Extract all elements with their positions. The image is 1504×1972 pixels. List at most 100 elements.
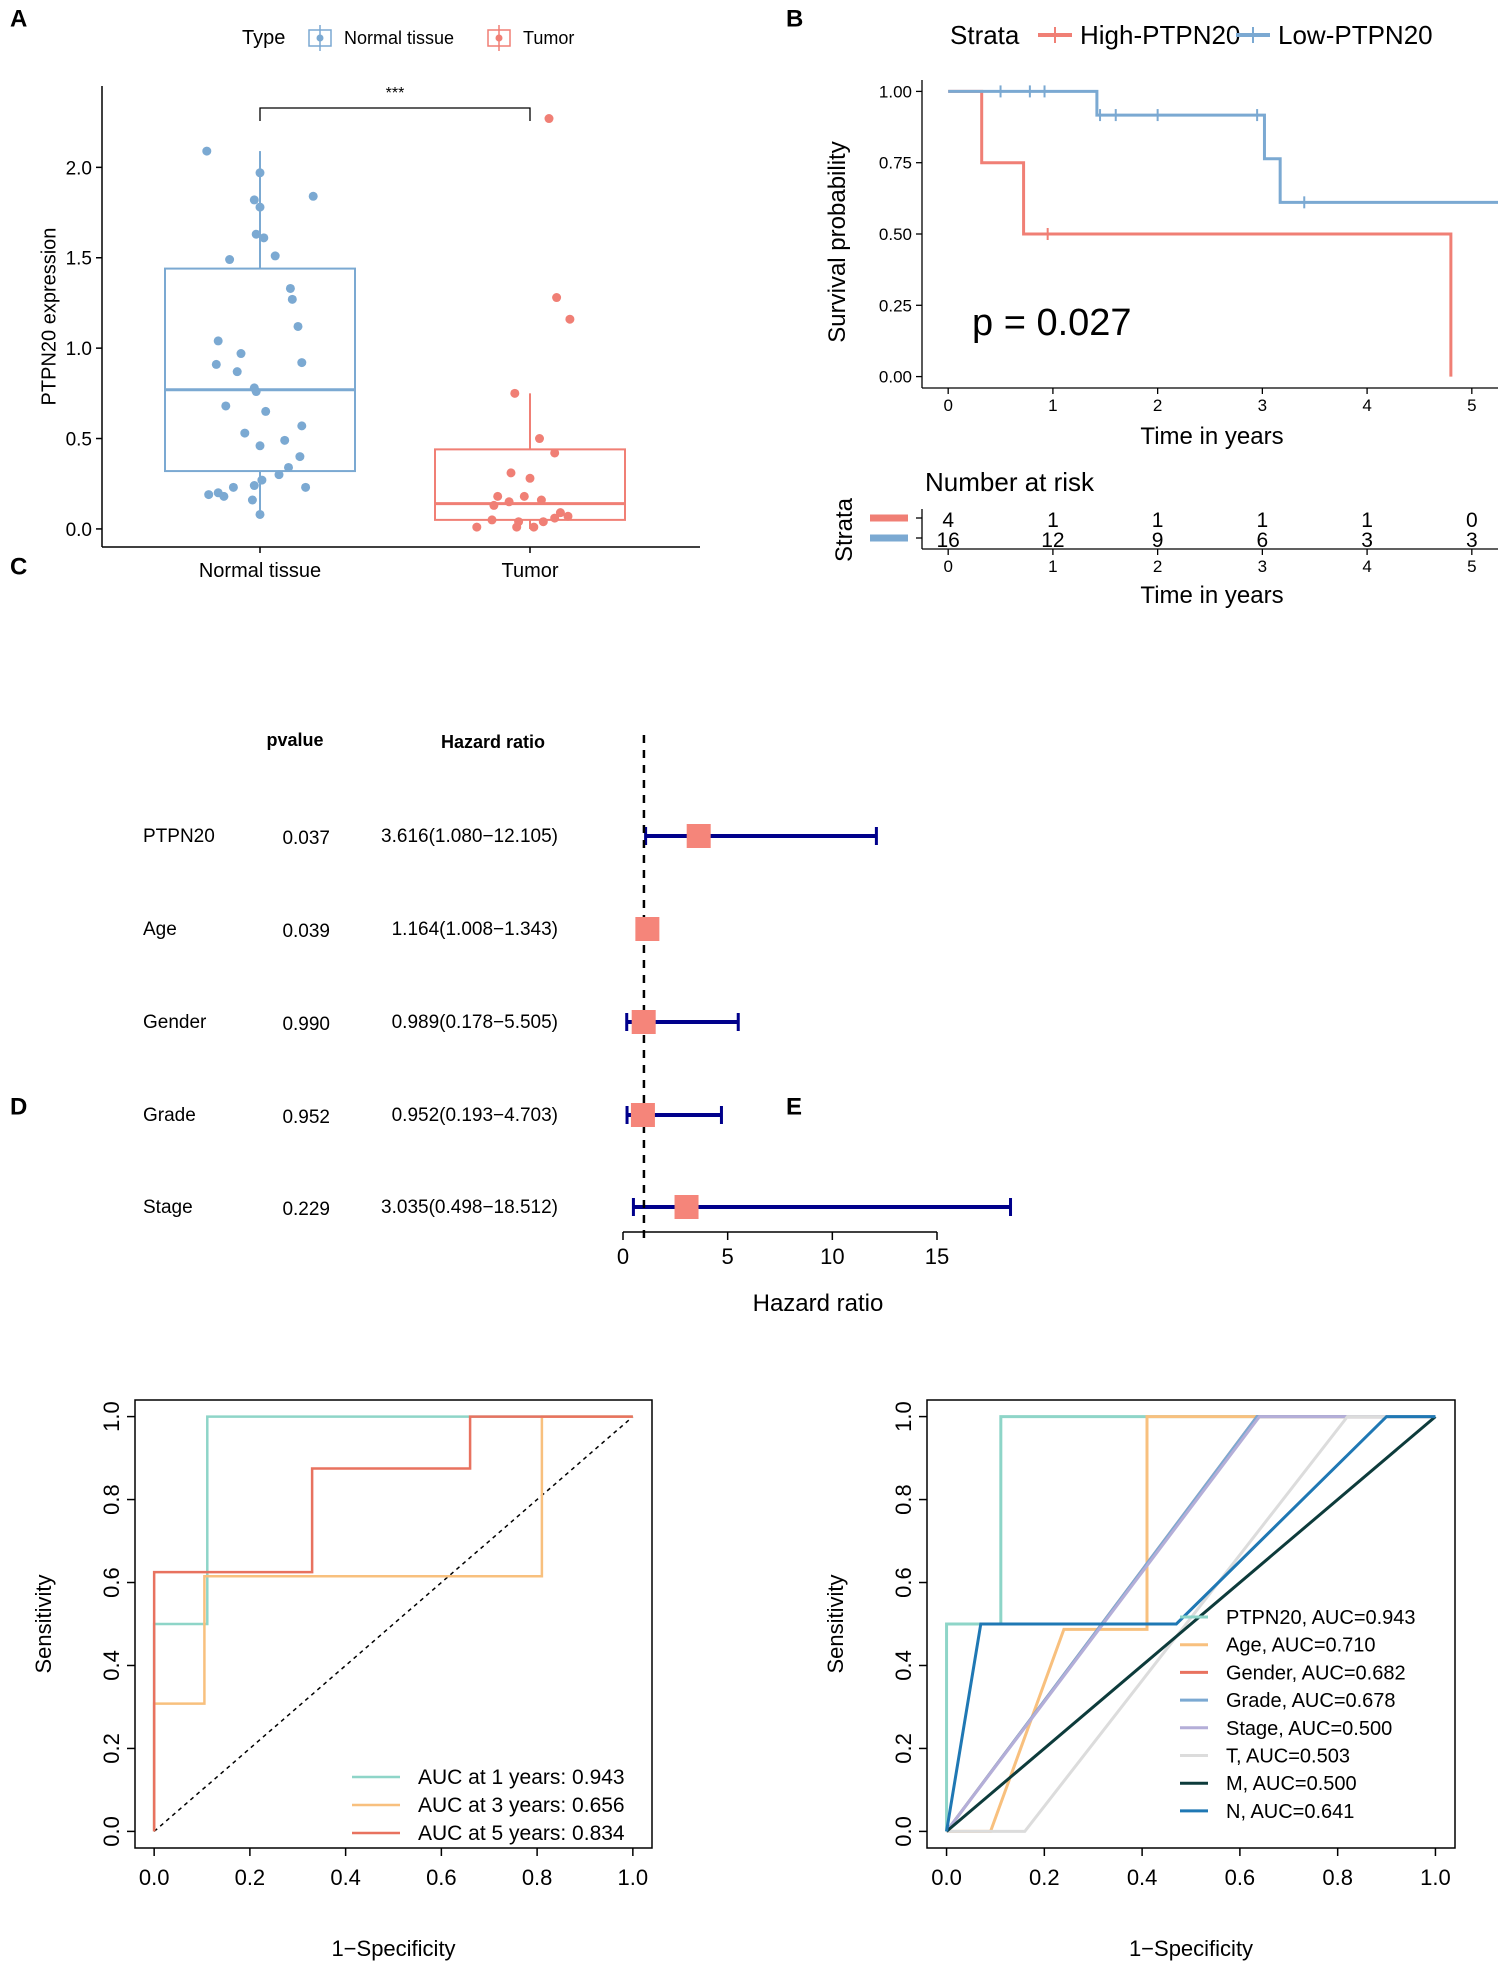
row-label-ptpn20: PTPN20 <box>143 826 215 847</box>
x-tick-label: 0.0 <box>139 1865 170 1890</box>
row-label-gender: Gender <box>143 1012 207 1033</box>
legend-label: AUC at 5 years: 0.834 <box>418 1822 625 1845</box>
legend-key-dot <box>316 34 324 42</box>
data-point <box>213 336 223 346</box>
risk-value: 1 <box>1047 509 1059 532</box>
data-point <box>202 146 212 156</box>
y-tick-label: 2.0 <box>66 158 92 179</box>
data-point <box>261 406 271 416</box>
roc-curve-n <box>945 1415 1436 1832</box>
legend-label: AUC at 3 years: 0.656 <box>418 1794 625 1817</box>
y-tick-label: 0.2 <box>891 1733 916 1764</box>
row-label-stage: Stage <box>143 1197 193 1218</box>
legend-label: T, AUC=0.503 <box>1226 1746 1350 1768</box>
legend-label: Normal tissue <box>344 28 454 48</box>
y-tick-label: 0.75 <box>879 154 912 173</box>
plot-frame <box>134 1399 653 1849</box>
data-point <box>295 452 305 462</box>
data-point <box>228 482 238 492</box>
data-point <box>251 229 261 239</box>
x-tick-label: 0.6 <box>1225 1865 1256 1890</box>
panel-a-boxplot: 0.0 0.5 1.0 1.5 2.0 PTPN20 expression Normal t… <box>38 25 700 582</box>
y-tick-label: 0.5 <box>66 430 92 451</box>
legend-label: N, AUC=0.641 <box>1226 1801 1354 1823</box>
data-point <box>274 470 284 480</box>
risk-table-title: Number at risk <box>925 467 1095 497</box>
row-pvalue: 0.037 <box>282 828 330 849</box>
data-point <box>249 195 259 205</box>
x-tick-label: 0.8 <box>522 1865 553 1890</box>
data-point <box>544 114 554 124</box>
legend-label: High-PTPN20 <box>1080 20 1240 50</box>
legend-label: Grade, AUC=0.678 <box>1226 1690 1396 1712</box>
data-point <box>506 468 516 478</box>
data-point <box>284 462 293 472</box>
y-tick-label: 0.0 <box>99 1816 124 1847</box>
hazard-ratio-box <box>686 824 711 848</box>
data-point <box>251 387 261 397</box>
x-tick-label: 1.0 <box>618 1865 649 1890</box>
x-tick-label: 0.4 <box>1127 1865 1158 1890</box>
data-point <box>550 513 560 523</box>
y-axis-title: Sensitivity <box>31 1574 56 1673</box>
risk-value: 12 <box>1041 529 1064 552</box>
x-axis-title: Time in years <box>1140 423 1283 450</box>
risk-value: 0 <box>1466 509 1478 532</box>
x-tick-label: 0 <box>617 1244 629 1269</box>
y-tick-label: 0.6 <box>99 1567 124 1598</box>
panel-label-d: D <box>10 1093 27 1120</box>
risk-x-tick-label: 2 <box>1153 557 1162 576</box>
y-tick-label: 0.25 <box>879 296 912 315</box>
survival-curve-low-ptpn20 <box>948 89 1498 204</box>
risk-value: 4 <box>942 509 954 532</box>
row-hazard-ratio: 0.989(0.178−5.505) <box>392 1012 558 1033</box>
row-hazard-ratio: 3.616(1.080−12.105) <box>381 826 558 847</box>
data-point <box>297 421 307 431</box>
data-point <box>472 522 482 532</box>
data-point <box>270 251 280 261</box>
data-point <box>287 294 297 304</box>
data-point <box>249 481 259 491</box>
x-tick-label: 5 <box>1467 396 1476 415</box>
data-point <box>519 491 529 501</box>
y-tick-label: 1.0 <box>891 1401 916 1432</box>
legend-key-dot <box>495 34 503 42</box>
data-point <box>255 441 265 451</box>
risk-value: 3 <box>1466 529 1478 552</box>
x-tick-label: 0.2 <box>1029 1865 1060 1890</box>
data-point <box>489 500 499 510</box>
risk-value: 9 <box>1152 529 1164 552</box>
data-point <box>204 490 214 500</box>
data-point <box>257 475 267 485</box>
panel-label-c: C <box>10 553 27 580</box>
box <box>434 448 626 521</box>
risk-x-tick-label: 3 <box>1258 557 1267 576</box>
row-hazard-ratio: 3.035(0.498−18.512) <box>381 1197 558 1218</box>
data-point <box>535 434 544 444</box>
box <box>164 267 356 473</box>
data-point <box>285 283 295 293</box>
risk-x-tick-label: 1 <box>1048 557 1057 576</box>
y-axis-title: PTPN20 expression <box>38 228 60 406</box>
risk-x-axis-title: Time in years <box>1140 582 1283 609</box>
panel-c-forest: pvalue Hazard ratio PTPN20 0.037 3.616(1.080… <box>143 730 1013 1317</box>
x-tick-label: 1 <box>1048 396 1057 415</box>
p-value-annotation: p = 0.027 <box>972 302 1132 344</box>
row-label-age: Age <box>143 919 177 940</box>
hazard-ratio-box <box>635 917 660 941</box>
risk-x-tick-label: 4 <box>1362 557 1371 576</box>
y-tick-label: 0.50 <box>879 225 912 244</box>
diagonal-reference <box>153 1416 634 1832</box>
risk-y-axis-title: Strata <box>831 497 858 562</box>
data-point <box>280 435 290 445</box>
x-tick-label: 1.0 <box>1420 1865 1451 1890</box>
data-point <box>529 522 539 532</box>
data-point <box>510 388 520 398</box>
x-tick-label: Normal tissue <box>199 560 321 582</box>
risk-value: 3 <box>1361 529 1373 552</box>
data-point <box>504 497 514 507</box>
x-tick-label: 10 <box>820 1244 844 1269</box>
legend-label: Tumor <box>523 28 574 48</box>
